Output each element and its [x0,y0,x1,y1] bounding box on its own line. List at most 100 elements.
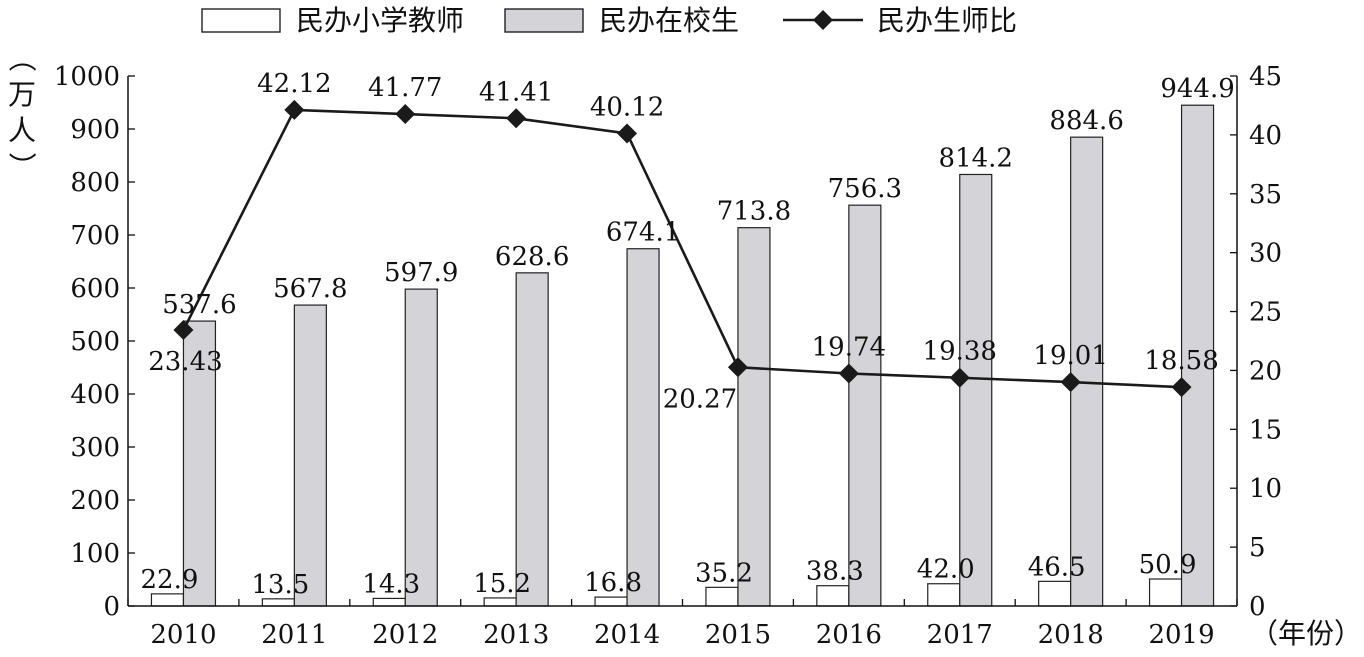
student-bar-2016 [848,204,882,607]
x-tick-label: 2016 [816,620,882,650]
student-value-label: 713.8 [717,197,791,227]
y2-tick-label: 40 [1249,121,1282,151]
student-bar-2017 [959,173,993,607]
ratio-marker-2017 [949,367,970,388]
teacher-value-label: 14.3 [362,569,420,599]
x-tick-label: 2018 [1038,620,1104,650]
ratio-marker-2012 [395,104,416,125]
y-tick-label: 700 [70,221,120,251]
teacher-bar-2017 [927,583,961,607]
y-tick-label: 1000 [54,62,120,92]
teacher-bar-2015 [705,586,739,607]
y-tick-label: 100 [70,539,120,569]
legend-marker [813,10,833,30]
ratio-marker-2010 [173,320,194,341]
y2-tick-label: 20 [1249,356,1282,386]
y2-tick-label: 30 [1249,239,1282,269]
y-tick-label: 400 [70,380,120,410]
student-value-label: 674.1 [606,218,680,248]
teacher-bar-2010 [150,593,185,607]
student-bar-2012 [404,288,438,607]
student-bar-2011 [293,304,327,607]
y2-tick-label: 45 [1249,62,1282,92]
axes: 0 100 200 300 400 500 600 700 800 900 1000 0 5 10 15 20… [5,44,1362,650]
student-bar-2019 [1180,104,1215,607]
ratio-value-label: 42.12 [257,69,331,99]
student-bar-2010 [182,320,217,607]
ratio-value-label: 19.01 [1033,341,1107,371]
ratio-marker-2014 [617,123,638,144]
teacher-bar-2019 [1148,578,1183,607]
y2-tick-label: 25 [1249,298,1282,328]
y-axis-unit-char: ） [5,152,38,180]
x-tick-label: 2017 [927,620,993,650]
student-value-label: 567.8 [273,274,347,304]
y-tick-label: 500 [70,327,120,357]
ratio-value-label: 40.12 [590,92,664,122]
ratio-marker-2019 [1171,377,1192,398]
student-value-label: 597.9 [384,258,458,288]
x-tick-label: 2019 [1148,620,1214,650]
student-value-label: 537.6 [162,290,236,320]
teacher-bar-2018 [1038,580,1072,607]
y-tick-label: 800 [70,168,120,198]
teacher-bar-2012 [372,597,406,607]
teacher-value-label: 38.3 [806,557,864,587]
ratio-value-label: 19.74 [812,333,886,363]
legend-swatch [201,8,281,33]
teacher-value-label: 15.2 [473,569,531,599]
ratio-value-label: 18.58 [1144,346,1218,376]
teacher-value-label: 46.5 [1028,552,1086,582]
teacher-value-label: 13.5 [251,570,309,600]
x-tick-label: 2012 [372,620,438,650]
student-bar-2013 [515,272,549,607]
ratio-marker-2018 [1060,372,1081,393]
teacher-value-label: 16.8 [584,568,642,598]
ratio-marker-2013 [506,108,527,129]
y2-tick-label: 10 [1249,474,1282,504]
legend: 民办小学教师 民办在校生 民办生师比 [201,4,1017,37]
teacher-bar-2016 [816,585,850,607]
data-labels: 22.9 537.6 23.43 13.5 567.8 42.12 14.3 597.9 41.… [141,69,1235,600]
y-tick-label: 0 [103,592,120,622]
student-value-label: 756.3 [828,174,902,204]
student-bar-2015 [737,227,771,607]
y-axis-unit-label: （ 万人 ） [5,44,38,180]
y-axis-unit-char: 人 [8,114,36,147]
ratio-value-label: 41.41 [479,77,553,107]
y2-tick-label: 5 [1249,533,1266,563]
x-axis-unit-label: （年份） [1250,617,1362,650]
x-tick-label: 2011 [261,620,327,650]
ratio-value-label: 19.38 [923,337,997,367]
legend-swatch [504,8,584,33]
y2-tick-label: 0 [1249,592,1266,622]
y-axis-unit-char: （ [5,44,38,72]
y-tick-label: 600 [70,274,120,304]
ratio-line [173,99,1192,398]
student-value-label: 814.2 [939,143,1013,173]
y-axis-unit-char: 万 [8,78,36,111]
x-tick-label: 2013 [483,620,549,650]
legend-label: 民办在校生 [599,4,739,37]
student-bar-2014 [626,248,660,607]
ratio-polyline [182,108,1182,389]
y-tick-label: 900 [70,115,120,145]
y2-tick-label: 15 [1249,415,1282,445]
student-value-label: 884.6 [1049,106,1123,136]
legend-item-3: 民办生师比 [783,4,1017,37]
teacher-value-label: 35.2 [695,558,753,588]
x-tick-label: 2015 [705,620,771,650]
legend-item-1: 民办小学教师 [201,4,464,37]
student-bar-2018 [1070,136,1104,607]
x-tick-label: 2010 [150,620,216,650]
teacher-value-label: 50.9 [1139,550,1197,580]
y-tick-label: 300 [70,433,120,463]
y-tick-label: 200 [70,486,120,516]
student-value-label: 628.6 [495,242,569,272]
teacher-bar-2014 [594,596,628,607]
x-tick-label: 2014 [594,620,660,650]
legend-item-2: 民办在校生 [504,4,739,37]
ratio-marker-2011 [284,99,305,120]
teacher-value-label: 22.9 [141,565,199,595]
